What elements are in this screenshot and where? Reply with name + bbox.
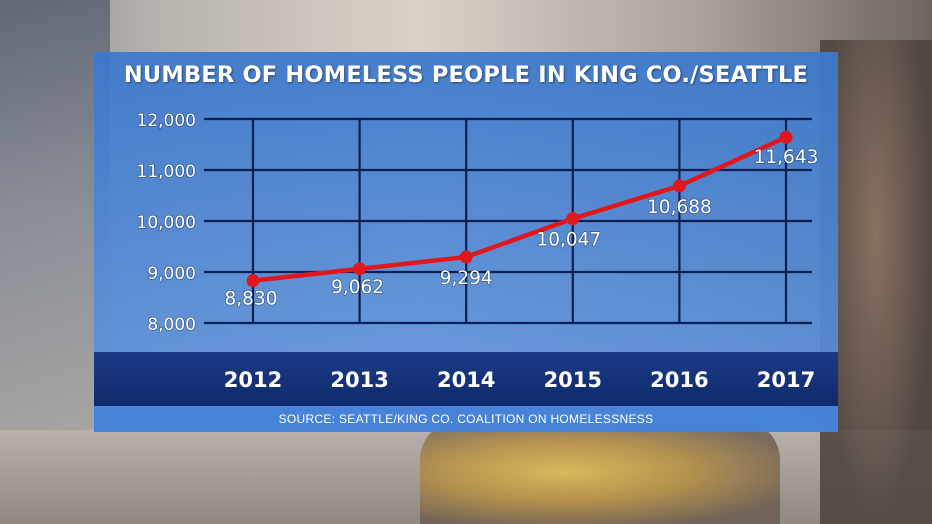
y-tick-label: 12,000 — [137, 111, 196, 131]
data-point — [246, 274, 260, 288]
data-label: 8,830 — [225, 289, 278, 310]
x-axis-band — [94, 352, 838, 406]
chart-title: NUMBER OF HOMELESS PEOPLE IN KING CO./SE… — [123, 62, 809, 88]
y-tick-label: 10,000 — [137, 213, 196, 233]
line-chart: 8,000 9,000 10,000 11,000 12,000 2012 2013 2014… — [136, 110, 819, 392]
x-tick-label: 2017 — [757, 368, 815, 392]
x-tick-label: 2013 — [330, 368, 388, 392]
source-note: SOURCE: SEATTLE/KING CO. COALITION ON HO… — [94, 406, 838, 432]
data-point — [672, 179, 686, 193]
x-tick-label: 2014 — [437, 368, 495, 392]
data-label: 9,294 — [440, 268, 493, 289]
chart-panel: NUMBER OF HOMELESS PEOPLE IN KING CO./SE… — [94, 52, 838, 432]
data-label: 9,062 — [331, 277, 384, 298]
y-tick-label: 11,000 — [137, 162, 196, 182]
x-tick-label: 2012 — [224, 368, 282, 392]
series-line — [250, 134, 789, 283]
data-point — [566, 212, 580, 226]
data-label: 11,643 — [754, 147, 819, 168]
y-tick-label: 9,000 — [147, 264, 196, 284]
background-person-blur — [820, 40, 932, 524]
background-bag — [420, 420, 780, 524]
data-label: 10,688 — [647, 197, 712, 218]
data-point — [459, 250, 473, 264]
data-point — [779, 130, 793, 144]
data-label: 10,047 — [536, 230, 601, 251]
x-tick-label: 2015 — [544, 368, 602, 392]
data-point — [353, 262, 367, 276]
x-tick-label: 2016 — [650, 368, 708, 392]
y-tick-label: 8,000 — [147, 315, 196, 335]
